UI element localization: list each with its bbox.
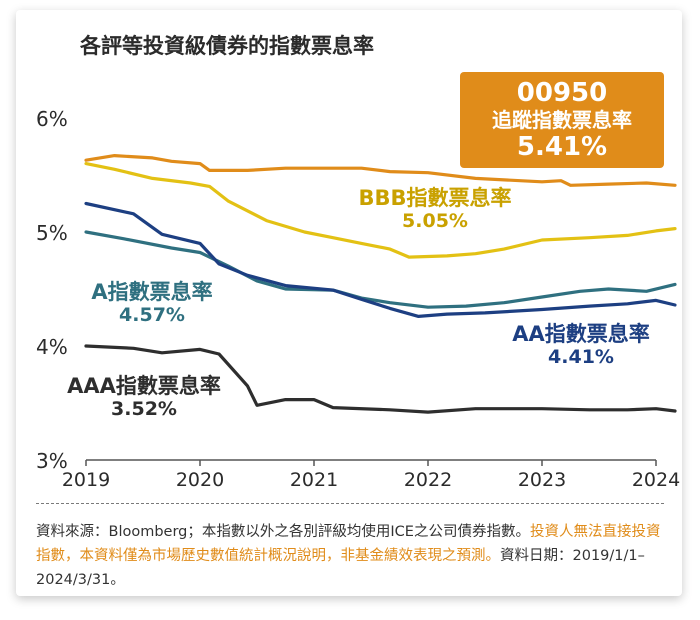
callout-label: 追蹤指數票息率 — [492, 108, 632, 132]
aa-series-label: AA指數票息率 4.41% — [498, 322, 664, 368]
chart-title: 各評等投資級債券的指數票息率 — [80, 34, 374, 58]
a-line — [84, 230, 677, 309]
fund-callout-box: 00950 追蹤指數票息率 5.41% — [460, 72, 664, 168]
bbb-label-name: BBB指數票息率 — [358, 186, 512, 210]
callout-value: 5.41% — [516, 132, 608, 162]
footnote-date: 資料日期：2019/1/1–2024/3/31。 — [36, 548, 645, 588]
x-tick-label: 2021 — [290, 469, 338, 491]
footnote-disclaimer: 投資人無法直接投資指數，本資料僅為市場歷史數值統計概況說明，非基金績效表現之預測… — [36, 524, 661, 564]
a-label-value: 4.57% — [119, 304, 185, 326]
y-tick-label: 6% — [36, 107, 68, 131]
aa-label-value: 4.41% — [548, 346, 614, 368]
x-tick-label: 2024 — [632, 469, 680, 491]
aa-label-name: AA指數票息率 — [512, 322, 650, 346]
y-tick-label: 3% — [36, 449, 68, 473]
footnote: 資料來源：Bloomberg；本指數以外之各別評級均使用ICE之公司債券指數。投… — [36, 520, 666, 592]
footnote-source: 資料來源：Bloomberg；本指數以外之各別評級均使用ICE之公司債券指數。 — [36, 524, 530, 540]
x-tick-label: 2023 — [518, 469, 566, 491]
footnote-divider — [36, 503, 664, 504]
aaa-label-value: 3.52% — [111, 398, 177, 420]
a-label-name: A指數票息率 — [91, 280, 213, 304]
aa-line — [84, 201, 677, 318]
y-tick-label: 5% — [36, 221, 68, 245]
y-tick-label: 4% — [36, 335, 68, 359]
x-tick-label: 2022 — [404, 469, 452, 491]
a-series-label: A指數票息率 4.57% — [72, 280, 232, 326]
bbb-series-label: BBB指數票息率 5.05% — [340, 186, 530, 232]
bbb-label-value: 5.05% — [402, 210, 468, 232]
fund-index-line — [84, 154, 677, 187]
aaa-series-label: AAA指數票息率 3.52% — [56, 374, 232, 420]
aaa-label-name: AAA指數票息率 — [67, 374, 221, 398]
callout-fund-code: 00950 — [516, 78, 608, 108]
x-tick-label: 2019 — [62, 469, 110, 491]
aaa-line — [84, 344, 677, 414]
x-tick-label: 2020 — [176, 469, 224, 491]
bbb-line — [84, 162, 677, 259]
